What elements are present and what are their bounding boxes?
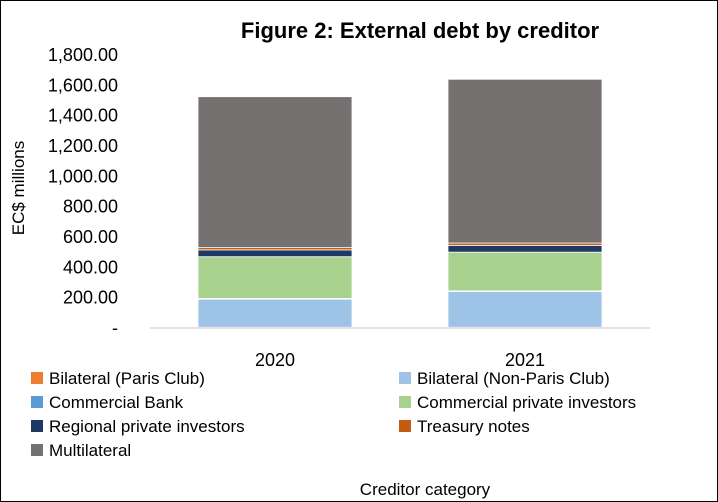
bar-segment <box>197 249 353 258</box>
y-tick-label: 1,000.00 <box>48 166 118 186</box>
legend-label: Treasury notes <box>417 417 530 436</box>
legend-swatch <box>399 372 411 384</box>
bar-segment <box>447 291 603 328</box>
legend-swatch <box>399 396 411 408</box>
chart-title: Figure 2: External debt by creditor <box>241 18 600 43</box>
bar-segment <box>197 298 353 328</box>
legend: Bilateral (Paris Club) Bilateral (Non-Par… <box>31 369 636 460</box>
y-tick-label: 1,200.00 <box>48 136 118 156</box>
legend-label: Multilateral <box>49 441 131 460</box>
y-tick-label: 1,600.00 <box>48 75 118 95</box>
bar-segment <box>447 251 603 292</box>
bar-segment <box>447 244 603 253</box>
bar-segment <box>197 256 353 299</box>
legend-swatch <box>31 444 43 456</box>
bar-segment <box>197 96 353 249</box>
legend-swatch <box>31 420 43 432</box>
y-tick-label: 1,800.00 <box>48 45 118 65</box>
x-axis-title: Creditor category <box>360 480 491 499</box>
y-tick-label: - <box>112 318 118 338</box>
y-tick-label: 200.00 <box>63 288 118 308</box>
x-axis-ticks: 2020 2021 <box>255 350 545 370</box>
legend-label: Bilateral (Paris Club) <box>49 369 205 388</box>
y-tick-label: 800.00 <box>63 197 118 217</box>
y-tick-label: 1,400.00 <box>48 106 118 126</box>
y-axis-ticks: - 200.00 400.00 600.00 800.00 1,000.00 1,200.0… <box>48 45 118 338</box>
legend-label: Regional private investors <box>49 417 245 436</box>
bar-segment <box>447 78 603 244</box>
legend-label: Commercial Bank <box>49 393 184 412</box>
x-tick-label: 2021 <box>505 350 545 370</box>
legend-swatch <box>399 420 411 432</box>
bars <box>197 78 603 329</box>
legend-label: Bilateral (Non-Paris Club) <box>417 369 610 388</box>
y-tick-label: 400.00 <box>63 257 118 277</box>
y-tick-label: 600.00 <box>63 227 118 247</box>
x-tick-label: 2020 <box>255 350 295 370</box>
legend-swatch <box>31 372 43 384</box>
y-axis-title: EC$ millions <box>9 141 28 235</box>
legend-swatch <box>31 396 43 408</box>
legend-label: Commercial private investors <box>417 393 636 412</box>
